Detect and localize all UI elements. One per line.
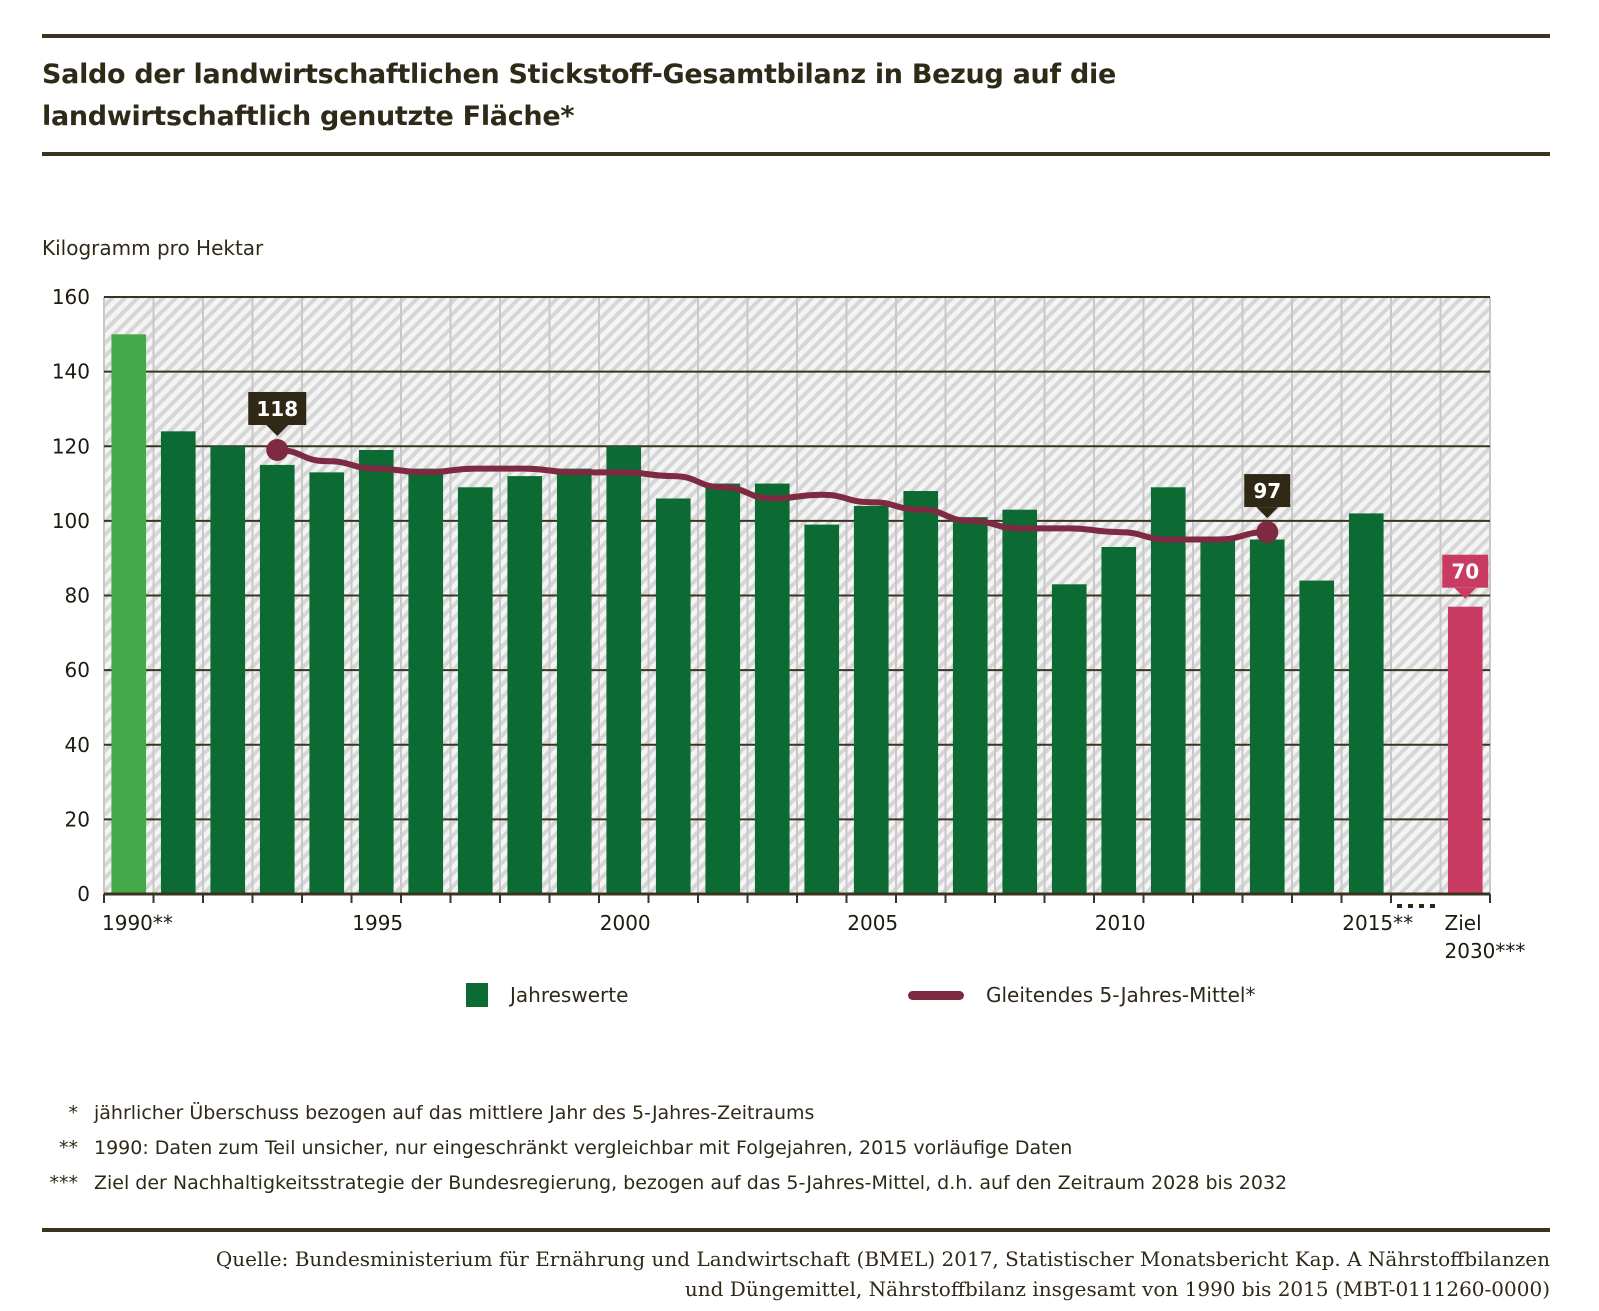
value-callout-pointer <box>1454 587 1477 599</box>
value-callout-box <box>1442 554 1489 588</box>
value-callout-box <box>248 391 307 425</box>
x-tick-label: 2015** <box>1342 911 1413 935</box>
footnote: * jährlicher Überschuss bezogen auf das m… <box>42 1096 1287 1131</box>
bar <box>804 524 840 894</box>
y-tick-label: 160 <box>52 285 90 309</box>
bar <box>457 487 493 894</box>
bar <box>358 449 394 894</box>
chart-title: Saldo der landwirtschaftlichen Stickstof… <box>42 59 1116 132</box>
legend-bar-swatch <box>466 983 488 1007</box>
source-line: und Düngemittel, Nährstoffbilanz insgesa… <box>684 1277 1550 1301</box>
x-tick-label: 1990** <box>102 911 173 935</box>
bar <box>507 476 543 894</box>
bar <box>1150 487 1186 894</box>
y-tick-label: 120 <box>52 434 90 458</box>
bar <box>952 517 988 894</box>
x-tick-label: 2030*** <box>1445 939 1526 960</box>
value-callout-label: 118 <box>256 397 298 421</box>
value-callout-label: 97 <box>1253 479 1281 503</box>
x-tick-label: 1995 <box>352 911 403 935</box>
bar <box>309 472 345 894</box>
legend-bars: Jahreswerte <box>466 983 628 1007</box>
source-line: Quelle: Bundesministerium für Ernährung … <box>215 1247 1550 1271</box>
y-tick-label: 20 <box>65 807 90 831</box>
source: Quelle: Bundesministerium für Ernährung … <box>216 1244 1550 1304</box>
value-callout-label: 70 <box>1451 560 1479 584</box>
bar <box>1101 546 1137 894</box>
gap-marker-dot <box>1419 904 1424 908</box>
legend-line: Gleitendes 5-Jahres-Mittel* <box>908 983 1255 1007</box>
bar <box>903 491 939 894</box>
footnotes: * jährlicher Überschuss bezogen auf das m… <box>42 1096 1288 1201</box>
gap-marker-dot <box>1397 904 1402 908</box>
value-callout-box <box>1244 474 1291 508</box>
y-tick-label: 0 <box>77 882 90 906</box>
title-rule <box>42 152 1550 156</box>
footnote-marker: * <box>68 1102 79 1124</box>
footnote-marker: ** <box>59 1137 78 1159</box>
bar <box>1249 539 1285 894</box>
bar <box>259 464 295 894</box>
footnote: ** 1990: Daten zum Teil unsicher, nur ein… <box>42 1131 1287 1166</box>
x-tick-label: 2000 <box>600 911 651 935</box>
bar <box>606 446 642 894</box>
bar <box>655 498 691 894</box>
bar <box>408 468 444 894</box>
legend-line-label: Gleitendes 5-Jahres-Mittel* <box>986 983 1256 1007</box>
legend-bars-label: Jahreswerte <box>510 983 629 1007</box>
legend-line-swatch <box>908 990 964 1000</box>
bar <box>1200 539 1236 894</box>
footnote-marker: *** <box>49 1172 79 1194</box>
bar <box>111 334 147 894</box>
y-tick-label: 80 <box>65 584 90 608</box>
bar <box>210 446 246 894</box>
bar <box>705 483 741 894</box>
bar <box>1299 580 1335 894</box>
footnote-text: jährlicher Überschuss bezogen auf das mi… <box>94 1102 815 1124</box>
footnote: *** Ziel der Nachhaltigkeitsstrategie der… <box>42 1166 1288 1201</box>
bottom-rule <box>42 1228 1550 1232</box>
value-callout-pointer <box>266 424 289 436</box>
bar <box>556 468 592 894</box>
gap-marker-dot <box>1430 904 1435 908</box>
y-tick-label: 60 <box>65 658 90 682</box>
bar <box>1447 606 1483 894</box>
top-rule <box>42 34 1550 38</box>
bar <box>1051 584 1087 894</box>
bar <box>853 505 889 894</box>
footnote-text: Ziel der Nachhaltigkeitsstrategie der Bu… <box>94 1172 1288 1194</box>
bar <box>160 431 196 894</box>
footnote-text: 1990: Daten zum Teil unsicher, nur einge… <box>94 1137 1073 1159</box>
y-axis-label: Kilogramm pro Hektar <box>42 236 264 260</box>
y-tick-label: 100 <box>52 509 90 533</box>
bar <box>754 483 790 894</box>
x-tick-label: Ziel <box>1445 911 1482 935</box>
value-callout-pointer <box>1256 507 1279 519</box>
bar <box>1002 509 1038 894</box>
x-tick-label: 2010 <box>1095 911 1146 935</box>
moving-average-point <box>266 438 289 461</box>
bar <box>1348 513 1384 894</box>
chart: 0 20 40 60 80 100 120 140 160 1990** 1995 2000 2005 2… <box>52 285 1526 960</box>
gap-marker-dot <box>1408 904 1413 908</box>
y-tick-label: 140 <box>52 360 90 384</box>
moving-average-line <box>274 446 1271 543</box>
y-tick-label: 40 <box>65 733 90 757</box>
moving-average-point <box>1256 521 1279 544</box>
x-tick-label: 2005 <box>847 911 898 935</box>
